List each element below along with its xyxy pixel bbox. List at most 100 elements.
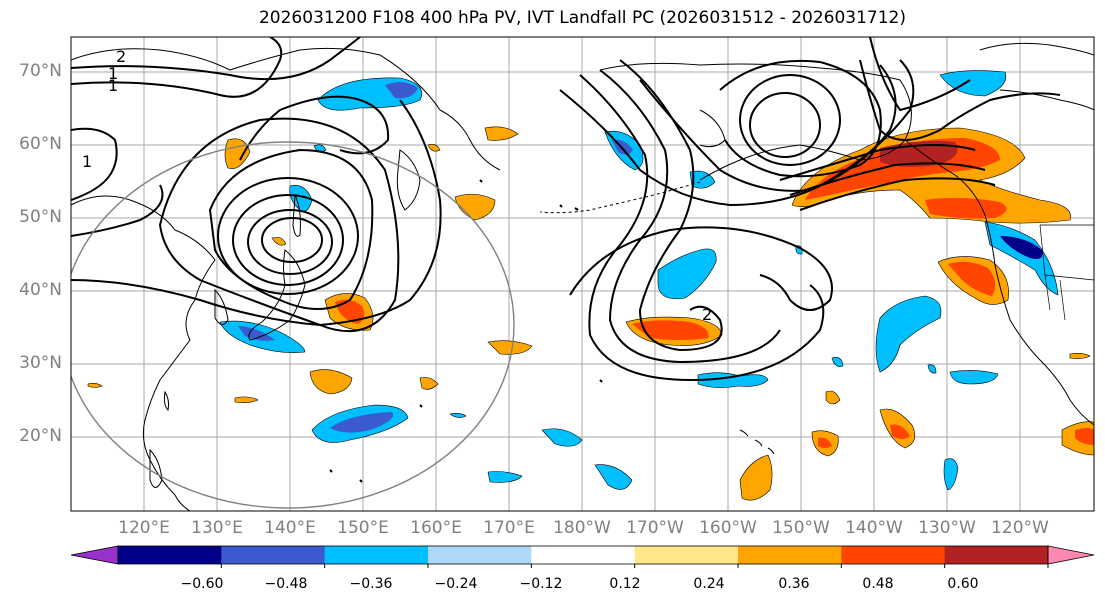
contour-line (71, 184, 164, 237)
coastline-asia (71, 195, 216, 511)
lon-label-130w: 130°W (918, 518, 976, 538)
contour-line (71, 37, 361, 81)
coastline-philippines (149, 448, 163, 488)
lat-label-20n: 20°N (19, 426, 62, 446)
colorbar-tick-label: −0.12 (519, 576, 563, 592)
coastline-sakhalin (292, 194, 301, 237)
contour-label: 1 (82, 152, 92, 171)
anomaly-blob (948, 261, 996, 296)
contour-line (739, 74, 841, 166)
coastline-taiwan (163, 390, 170, 412)
anomaly-blob (818, 437, 832, 448)
colorbar-swatch (428, 546, 532, 564)
colorbar-frame (117, 545, 1049, 565)
lon-label-140w: 140°W (845, 518, 903, 538)
coastline-north-america (904, 139, 1094, 426)
contour-line (232, 194, 344, 286)
coastline-alaska (599, 62, 912, 181)
anomaly-blob (87, 383, 103, 388)
anomaly-blob (313, 144, 327, 153)
anomaly-blob (454, 193, 496, 221)
lon-label-180w: 180°W (553, 518, 611, 538)
colorbar-swatch (944, 546, 1049, 564)
colorbar-tick-label: −0.24 (434, 576, 478, 592)
contour-line (261, 217, 323, 263)
colorbar-swatch (634, 546, 739, 564)
lon-label-160e: 160°E (410, 518, 462, 538)
anomaly-blob (487, 471, 523, 483)
anomaly-blob (697, 372, 769, 388)
contour-line (859, 59, 1061, 141)
colorbar-swatch (738, 546, 842, 564)
lat-label-30n: 30°N (19, 353, 62, 373)
anomaly-blob (449, 413, 467, 418)
map-title: 2026031200 F108 400 hPa PV, IVT Landfall… (258, 8, 906, 28)
anomaly-blob (943, 458, 959, 491)
negative-anomaly-fills (219, 70, 1059, 491)
hawaii-islands (739, 429, 775, 455)
positive-anomaly-fills (87, 126, 1094, 501)
lon-label-120w: 120°W (991, 518, 1049, 538)
colorbar-extend-low (70, 545, 119, 565)
contour-line (619, 59, 723, 352)
anomaly-blob (791, 127, 1071, 224)
anomaly-blob (484, 126, 519, 141)
contour-line (799, 177, 996, 211)
contour-label: 2 (702, 305, 712, 324)
anomaly-blob (224, 138, 251, 169)
anomaly-blob (289, 185, 313, 212)
contour-line (719, 59, 882, 178)
contour-line (71, 127, 118, 201)
gridlines (71, 37, 1094, 511)
contour-line (639, 64, 897, 192)
colorbar-swatch (531, 546, 636, 564)
anomaly-blob (890, 424, 910, 439)
anomaly-blob (419, 376, 439, 390)
anomaly-blob (594, 464, 633, 490)
anomaly-blob (487, 340, 533, 355)
colorbar-tick-label: 0.48 (862, 576, 894, 592)
anomaly-blob (927, 364, 937, 374)
contour-label: 1 (108, 64, 118, 83)
coastline-arctic (979, 42, 1094, 56)
coastline-asia-north (71, 47, 501, 171)
anomaly-blob (335, 299, 365, 324)
lon-label-170w: 170°W (626, 518, 684, 538)
lat-label-50n: 50°N (19, 207, 62, 227)
contour-line (71, 37, 283, 98)
colorbar-extend-high (1047, 545, 1095, 565)
contour-line (789, 162, 986, 196)
colorbar (70, 545, 1095, 568)
contour-line (158, 117, 400, 333)
colorbar-tick-label: −0.36 (349, 576, 393, 592)
lat-label-60n: 60°N (19, 134, 62, 154)
anomaly-blob (271, 236, 287, 246)
contour-line (749, 92, 821, 158)
anomaly-blob (330, 412, 394, 433)
colorbar-tick-label: −0.60 (180, 576, 224, 592)
lon-label-140e: 140°E (264, 518, 316, 538)
anomaly-blob (541, 428, 583, 447)
anomaly-blob (984, 221, 1059, 296)
coastline-kamchatka (396, 149, 421, 211)
lat-label-70n: 70°N (19, 61, 62, 81)
anomaly-blob (1000, 236, 1043, 259)
lat-label-40n: 40°N (19, 280, 62, 300)
aleutian-islands (539, 181, 701, 214)
anomaly-blob (234, 396, 259, 403)
lon-label-170e: 170°E (483, 518, 535, 538)
colorbar-tick-label: −0.48 (264, 576, 308, 592)
anomaly-blob (1069, 353, 1091, 359)
colorbar-swatch (118, 546, 222, 564)
colorbar-tick-label: 0.12 (609, 576, 641, 592)
pv-contours (71, 37, 1061, 382)
colorbar-tick-label: 0.24 (693, 576, 725, 592)
contour-line (247, 209, 333, 275)
contour-line (71, 99, 442, 327)
map-border (70, 36, 1095, 512)
lon-label-130e: 130°E (191, 518, 243, 538)
anomaly-blob (632, 320, 709, 340)
colorbar-tick-label: 0.60 (947, 576, 979, 592)
contour-line (208, 148, 374, 310)
